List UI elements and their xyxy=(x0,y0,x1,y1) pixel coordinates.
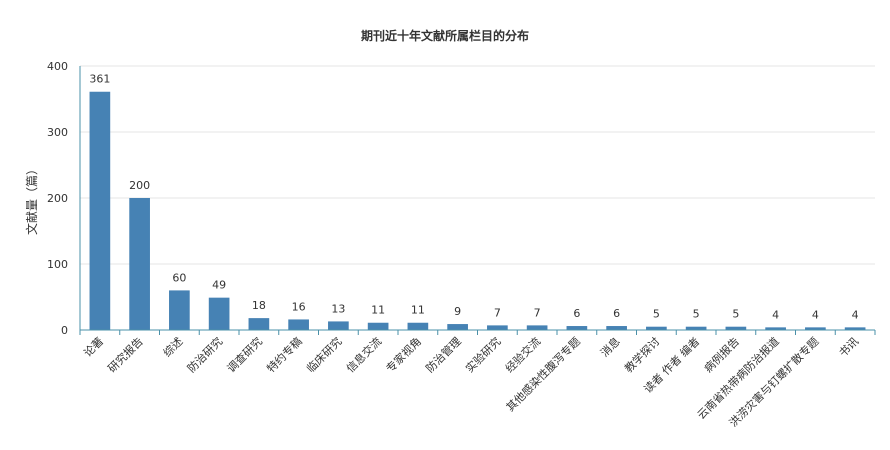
data-label: 4 xyxy=(772,308,779,321)
x-tick-label: 论著 xyxy=(81,334,106,359)
bar xyxy=(89,91,111,331)
y-tick-label: 100 xyxy=(47,258,68,271)
bar xyxy=(248,318,270,330)
bar xyxy=(606,326,627,330)
bar xyxy=(646,326,667,330)
x-tick-label: 教学探讨 xyxy=(621,334,662,375)
data-label: 7 xyxy=(494,306,501,319)
y-tick-label: 200 xyxy=(47,192,68,205)
x-tick-label: 专家视角 xyxy=(383,334,424,375)
x-tick-label: 书讯 xyxy=(836,335,861,360)
bar xyxy=(328,321,349,330)
x-tick-label: 实验研究 xyxy=(462,334,503,375)
data-label: 361 xyxy=(89,73,110,86)
data-label: 6 xyxy=(573,307,580,320)
bar xyxy=(487,325,508,330)
x-tick-label: 调查研究 xyxy=(224,334,265,375)
data-label: 18 xyxy=(252,299,266,312)
bar xyxy=(844,327,866,330)
x-tick-label: 防治研究 xyxy=(184,334,225,375)
bar xyxy=(526,325,548,330)
x-tick-label: 消息 xyxy=(597,334,622,359)
data-label: 5 xyxy=(732,308,739,321)
bar xyxy=(407,322,429,330)
x-tick-label: 信息交流 xyxy=(343,334,384,375)
data-label: 13 xyxy=(331,302,345,315)
bar xyxy=(805,327,826,330)
x-tick-label: 其他感染性腹泻专题 xyxy=(503,334,583,414)
data-label: 4 xyxy=(812,308,819,321)
x-tick-label: 经验交流 xyxy=(502,334,543,375)
bars xyxy=(89,91,866,331)
data-label: 7 xyxy=(534,306,541,319)
chart-title: 期刊近十年文献所属栏目的分布 xyxy=(361,28,529,43)
data-label: 60 xyxy=(172,271,186,284)
y-tick-label: 400 xyxy=(47,60,68,73)
data-label: 49 xyxy=(212,279,226,292)
bar xyxy=(447,324,468,330)
bar xyxy=(367,322,389,330)
data-label: 9 xyxy=(454,305,461,318)
y-tick-labels: 0 100 200 300 400 xyxy=(47,60,68,337)
x-tick-labels: 论著 研究报告 综述 防治研究 调查研究 特约专稿 临床研究 信息交流 专家视角 防治管理 实验研究… xyxy=(81,334,862,429)
y-tick-label: 0 xyxy=(61,324,68,337)
grid-lines xyxy=(80,65,875,265)
x-tick-label: 防治管理 xyxy=(423,334,464,375)
bar xyxy=(129,198,150,330)
data-label: 11 xyxy=(411,304,425,317)
bar xyxy=(208,297,230,330)
data-label: 16 xyxy=(292,300,306,313)
bar xyxy=(169,290,190,330)
x-tick-label: 综述 xyxy=(160,334,185,359)
x-tick-marks xyxy=(79,330,876,335)
bar xyxy=(566,326,588,330)
x-tick-label: 临床研究 xyxy=(303,334,344,375)
data-label: 4 xyxy=(852,308,859,321)
bar xyxy=(685,326,707,330)
data-label: 11 xyxy=(371,304,385,317)
bar xyxy=(288,319,309,330)
y-axis-label: 文献量（篇） xyxy=(24,163,39,235)
data-label: 200 xyxy=(129,179,150,192)
data-label: 5 xyxy=(693,308,700,321)
x-tick-label: 病例报告 xyxy=(701,334,742,375)
y-tick-label: 300 xyxy=(47,126,68,139)
data-label: 5 xyxy=(653,308,660,321)
bar xyxy=(725,326,747,330)
x-tick-label: 研究报告 xyxy=(105,334,146,375)
x-tick-label: 特约专稿 xyxy=(264,334,305,375)
data-labels: 361 200 60 49 18 16 13 11 11 9 7 7 6 6 5 5 5 4 4 4 xyxy=(89,73,858,322)
bar xyxy=(765,327,786,330)
data-label: 6 xyxy=(613,307,620,320)
